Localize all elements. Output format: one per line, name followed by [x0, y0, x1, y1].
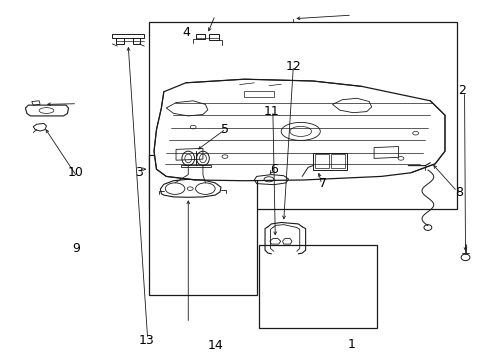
Text: 6: 6 — [269, 163, 277, 176]
Text: 3: 3 — [135, 166, 143, 179]
Polygon shape — [154, 79, 444, 181]
Text: 11: 11 — [263, 105, 279, 118]
Bar — [330, 154, 344, 168]
Text: 10: 10 — [68, 166, 83, 179]
Text: 8: 8 — [454, 186, 462, 199]
Text: 12: 12 — [285, 60, 301, 73]
Bar — [312, 153, 346, 170]
Text: 5: 5 — [221, 123, 228, 136]
Text: 9: 9 — [72, 242, 80, 255]
Bar — [149, 22, 456, 209]
Bar — [315, 154, 328, 168]
Text: 1: 1 — [347, 338, 355, 351]
Bar — [259, 245, 376, 328]
Text: 7: 7 — [318, 177, 326, 190]
Bar — [149, 155, 256, 295]
Text: 13: 13 — [139, 334, 154, 347]
Text: 2: 2 — [457, 84, 465, 96]
Text: 14: 14 — [207, 339, 223, 352]
Text: 4: 4 — [182, 26, 189, 39]
